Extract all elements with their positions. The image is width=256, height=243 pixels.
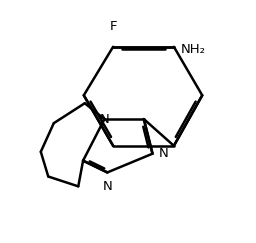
Text: NH₂: NH₂ [181, 43, 206, 56]
Text: F: F [109, 20, 117, 33]
Text: N: N [100, 113, 109, 126]
Text: N: N [102, 180, 112, 193]
Text: N: N [159, 147, 169, 160]
